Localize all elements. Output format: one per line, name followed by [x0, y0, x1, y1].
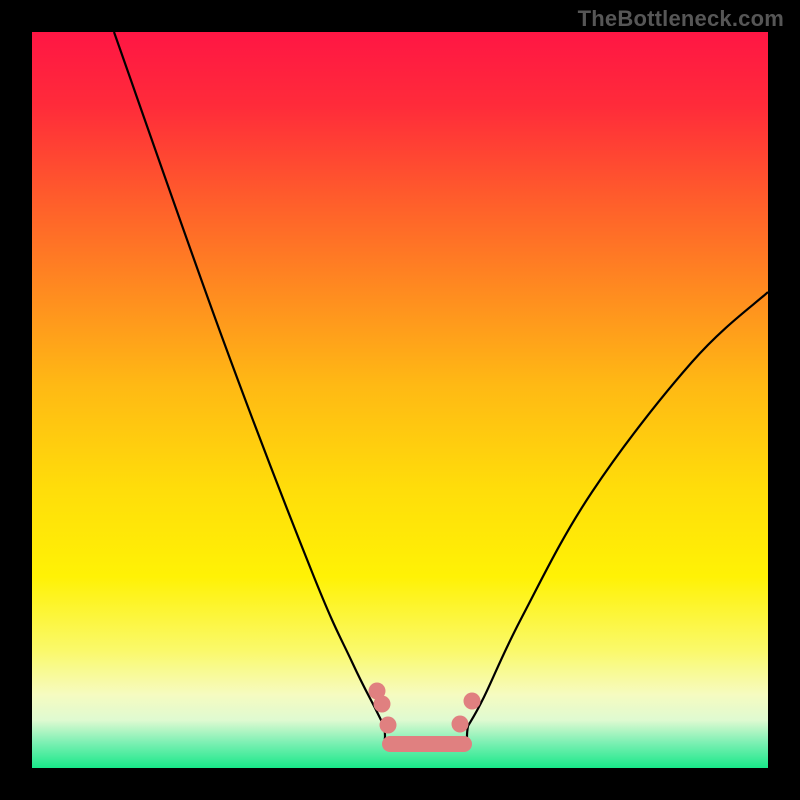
chart-frame: TheBottleneck.com [0, 0, 800, 800]
marker-dot [374, 696, 391, 713]
marker-dot [380, 717, 397, 734]
marker-dot [464, 693, 481, 710]
gradient-background [32, 32, 768, 768]
marker-capsule [382, 736, 472, 752]
chart-svg [32, 32, 768, 768]
marker-dot [452, 716, 469, 733]
plot-area [32, 32, 768, 768]
watermark-text: TheBottleneck.com [578, 6, 784, 32]
